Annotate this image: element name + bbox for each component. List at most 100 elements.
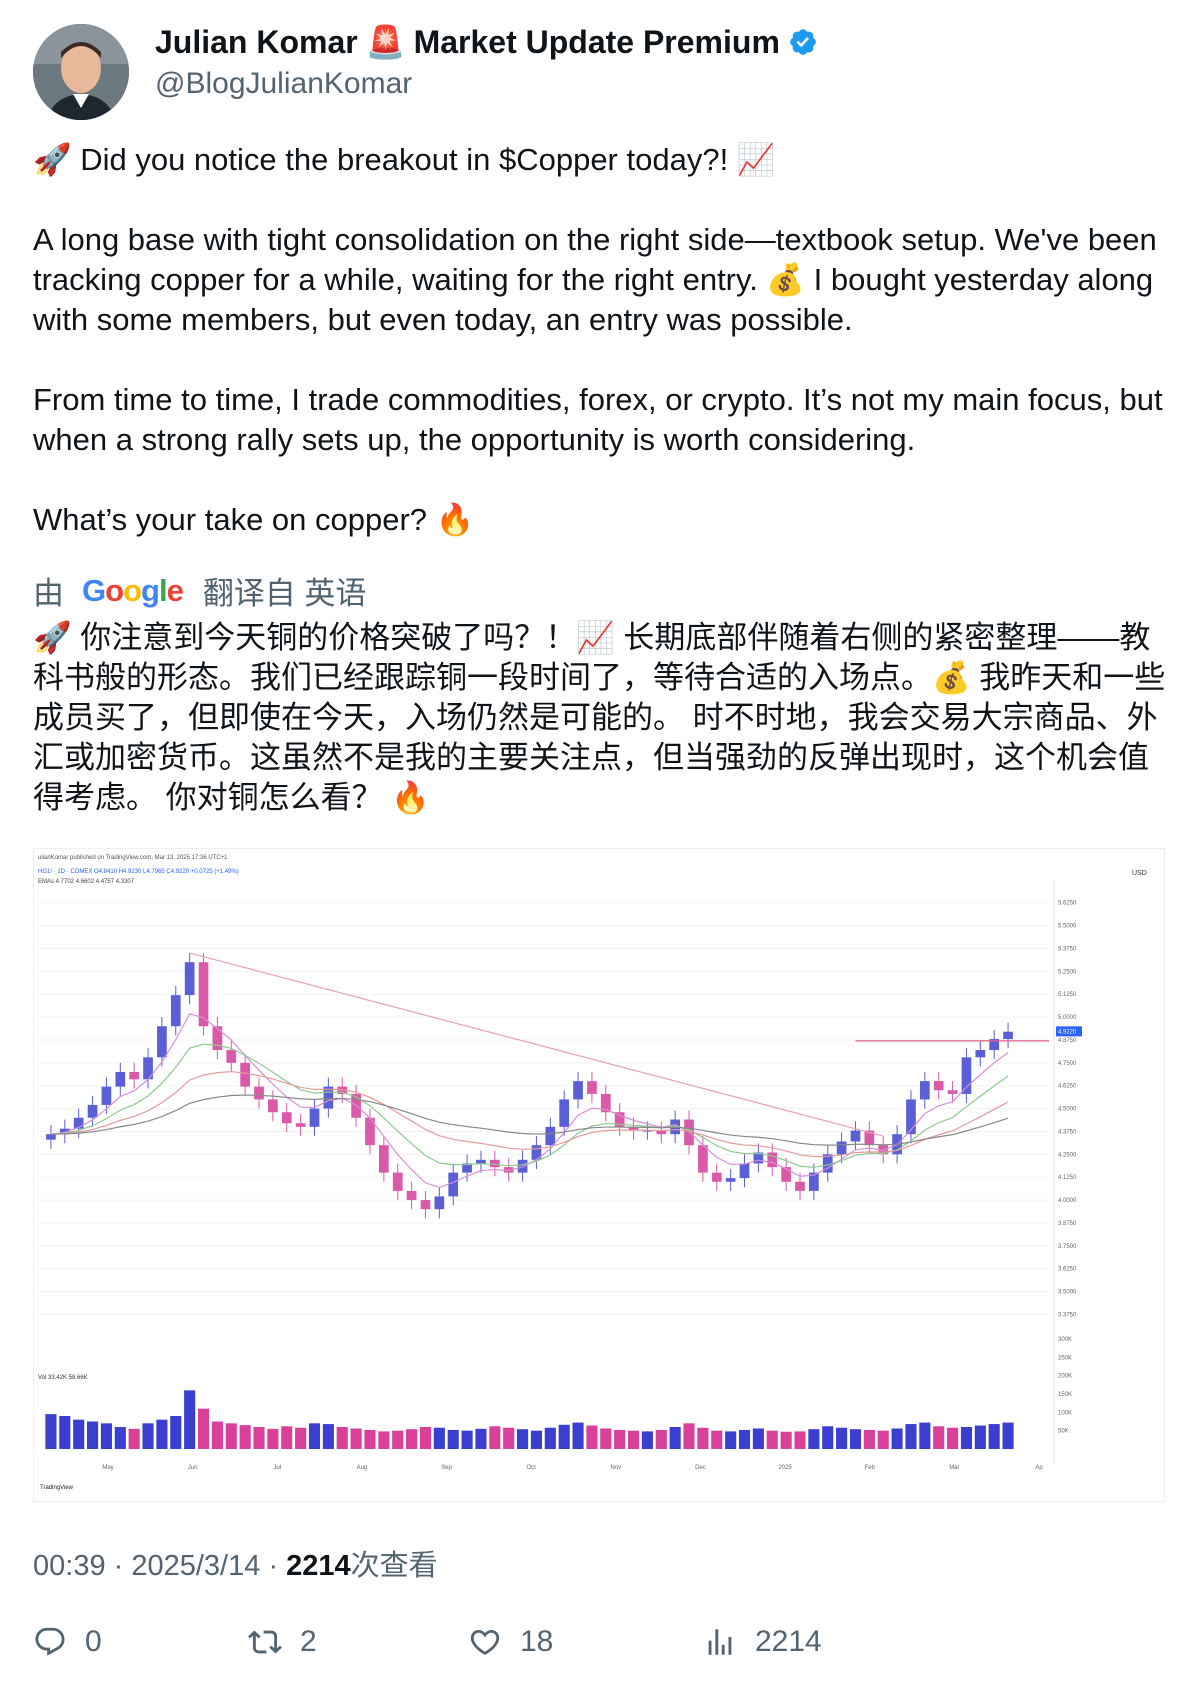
volume-bar — [406, 1429, 418, 1449]
candle-body — [864, 1130, 875, 1146]
volume-bar — [988, 1424, 1000, 1449]
volume-bar — [738, 1429, 751, 1449]
y-tick-label: 5.5000 — [1058, 924, 1077, 930]
verified-badge-icon[interactable] — [788, 27, 818, 57]
volume-bar — [461, 1430, 473, 1449]
candle-body — [1003, 1031, 1013, 1040]
author-handle[interactable]: @BlogJulianKomar — [155, 67, 413, 100]
volume-bar — [239, 1425, 251, 1449]
volume-bar — [614, 1429, 626, 1449]
candle-body — [101, 1086, 112, 1105]
candle-body — [503, 1167, 514, 1173]
tweet-date[interactable]: 2025/3/14 — [131, 1550, 261, 1582]
reply-icon — [35, 1627, 65, 1656]
candle-body — [337, 1086, 348, 1094]
y-tick-label: 4.8750 — [1058, 1038, 1077, 1044]
candle-body — [545, 1126, 556, 1146]
y-tick-label: 3.7500 — [1058, 1244, 1077, 1250]
y-tick-label: 4.1250 — [1058, 1175, 1077, 1181]
candle-body — [46, 1134, 56, 1140]
tweet-time[interactable]: 00:39 — [33, 1550, 106, 1582]
candle-body — [975, 1050, 986, 1058]
meta-separator: · — [268, 1550, 287, 1582]
reply-button[interactable]: 0 — [33, 1625, 102, 1659]
reply-count: 0 — [85, 1625, 102, 1658]
candle-body — [836, 1141, 847, 1155]
volume-bar — [336, 1427, 348, 1449]
tweet-header: Julian Komar 🚨 Market Update Premium @Bl… — [155, 22, 818, 104]
volume-bar — [1002, 1422, 1014, 1449]
volume-bar — [170, 1416, 182, 1449]
y-tick-label: 5.2500 — [1058, 969, 1077, 975]
candle-body — [323, 1086, 334, 1109]
ema-line-medium — [50, 1043, 1009, 1168]
candle-body — [989, 1039, 1000, 1051]
y-tick-label: 3.5000 — [1058, 1290, 1077, 1296]
candle-body — [309, 1108, 320, 1127]
volume-bar — [822, 1426, 834, 1449]
candle-body — [378, 1145, 389, 1173]
volume-bar — [73, 1419, 85, 1449]
repost-button[interactable]: 2 — [248, 1625, 317, 1659]
candle-body — [753, 1152, 764, 1164]
chart-image[interactable]: ulianKomar published on TradingView.com,… — [33, 848, 1165, 1502]
candle-body — [517, 1159, 528, 1173]
candle-body — [281, 1112, 292, 1124]
candle-body — [406, 1190, 417, 1201]
volume-bar — [517, 1429, 529, 1449]
volume-bar — [794, 1431, 806, 1449]
author-name-suffix[interactable]: Market Update Premium — [413, 24, 780, 60]
volume-bar — [433, 1427, 445, 1449]
candle-body — [240, 1062, 250, 1087]
candle-body — [739, 1163, 750, 1179]
candle-body — [226, 1050, 237, 1063]
candle-body — [157, 1026, 167, 1058]
views-button[interactable]: 2214 — [703, 1625, 822, 1659]
volume-tick-label: 250K — [1058, 1355, 1072, 1361]
volume-bar — [655, 1429, 667, 1449]
candle-body — [711, 1172, 722, 1182]
y-tick-label: 5.0000 — [1058, 1015, 1077, 1021]
author-name[interactable]: Julian Komar — [155, 24, 358, 60]
candle-body — [919, 1081, 930, 1100]
x-tick-label: Nov — [610, 1465, 621, 1471]
candle-body — [59, 1128, 70, 1135]
candle-body — [698, 1145, 708, 1173]
translation-prefix: 由 — [33, 576, 64, 611]
volume-tick-label: 100K — [1058, 1410, 1072, 1416]
tweet-actions: 0 2 18 2214 — [33, 1625, 1173, 1669]
chart-symbol-line: HG1! · 1D · COMEX O4.8410 H4.9230 L4.796… — [38, 869, 239, 875]
y-tick-label: 3.6250 — [1058, 1267, 1077, 1273]
y-tick-label: 4.2500 — [1058, 1152, 1077, 1158]
y-tick-label: 3.3750 — [1058, 1312, 1077, 1318]
volume-bar — [683, 1423, 695, 1449]
x-tick-label: Feb — [865, 1465, 876, 1471]
x-tick-label: Jun — [188, 1465, 198, 1471]
tweet-meta: 00:39 · 2025/3/14 · 2214次查看 — [33, 1542, 438, 1584]
volume-bar — [295, 1427, 307, 1449]
translation-attribution[interactable]: 由 Google 翻译自 英语 — [33, 568, 366, 613]
volume-bar — [627, 1430, 640, 1449]
author-name-row[interactable]: Julian Komar 🚨 Market Update Premium — [155, 22, 818, 62]
author-avatar[interactable] — [33, 24, 129, 120]
volume-bar — [489, 1426, 501, 1449]
volume-bar — [572, 1422, 584, 1449]
candle-body — [781, 1167, 791, 1182]
x-tick-label: 2025 — [778, 1465, 792, 1471]
like-button[interactable]: 18 — [468, 1625, 553, 1659]
volume-bar — [960, 1427, 972, 1449]
candle-body — [351, 1093, 361, 1118]
y-tick-label: 4.5000 — [1058, 1107, 1077, 1113]
candle-body — [170, 995, 181, 1027]
volume-bar — [253, 1427, 265, 1449]
volume-bar — [503, 1427, 515, 1449]
volume-bar — [156, 1419, 168, 1449]
y-tick-label: 4.7500 — [1058, 1061, 1077, 1067]
volume-bar — [919, 1422, 931, 1449]
last-price-tag — [1056, 1026, 1082, 1037]
volume-bar — [281, 1426, 293, 1449]
y-tick-label: 5.1250 — [1058, 992, 1077, 998]
candle-body — [573, 1081, 583, 1100]
candle-body — [295, 1123, 306, 1127]
volume-bar — [128, 1428, 140, 1449]
